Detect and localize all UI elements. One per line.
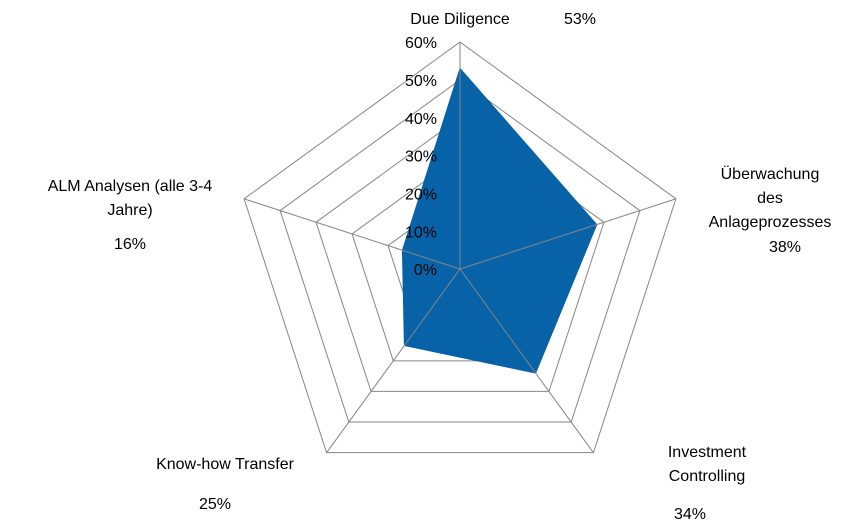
- y-tick-label: 60%: [405, 35, 437, 52]
- grid-ring: [279, 79, 641, 423]
- category-label: Investment Controlling: [667, 444, 747, 485]
- spoke: [459, 198, 677, 270]
- y-tick-label: 10%: [405, 224, 437, 241]
- radar-area: [401, 67, 598, 374]
- y-tick-label: 40%: [405, 111, 437, 128]
- category-label: Überwachung des Anlageprozesses: [708, 166, 832, 231]
- spoke: [243, 198, 461, 270]
- data-label: 16%: [113, 236, 147, 253]
- category-label: Know-how Transfer: [156, 456, 294, 473]
- spoke: [459, 268, 594, 453]
- y-tick-label: 0%: [414, 262, 437, 279]
- spoke: [326, 268, 461, 453]
- y-tick-label: 20%: [405, 187, 437, 204]
- category-label: ALM Analysen (alle 3-4 Jahre): [47, 178, 213, 219]
- y-tick-label: 50%: [405, 73, 437, 90]
- data-label: 38%: [768, 239, 802, 256]
- grid-ring: [243, 41, 677, 454]
- data-label: 53%: [563, 11, 597, 28]
- y-tick-label: 30%: [405, 149, 437, 166]
- category-label: Due Diligence: [410, 11, 510, 28]
- data-label: 34%: [673, 506, 707, 521]
- data-label: 25%: [198, 496, 232, 513]
